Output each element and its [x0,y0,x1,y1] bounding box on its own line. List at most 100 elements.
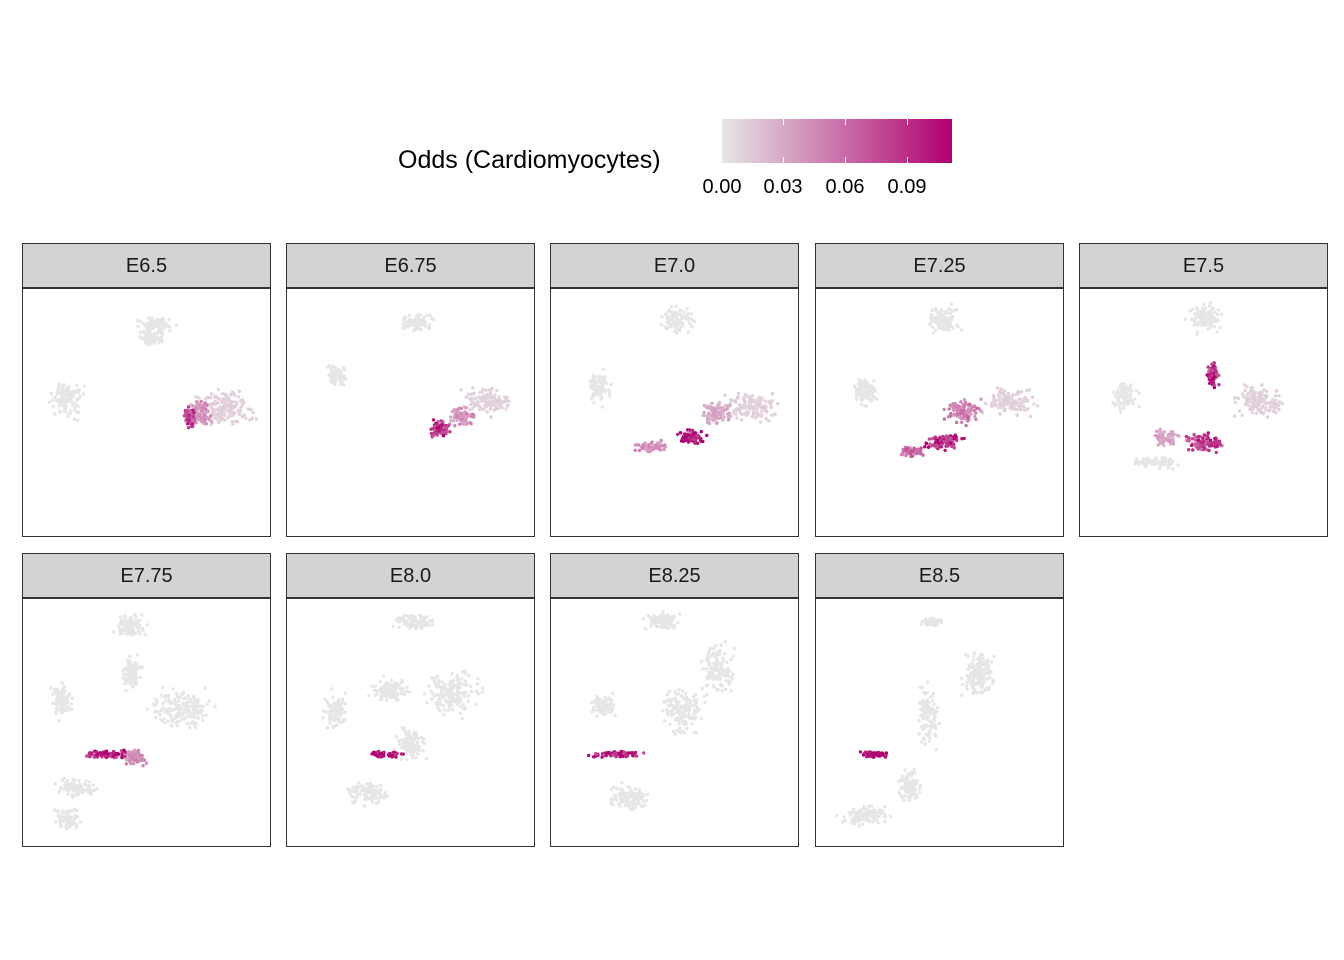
cell-point [120,752,124,756]
cell-point [138,618,142,622]
cell-point [472,391,476,396]
cell-point [430,316,434,321]
cell-point [376,789,380,793]
cell-point [767,419,771,423]
cell-point [763,404,767,408]
cell-point [678,612,682,616]
cell-point [408,626,412,630]
cell-point [591,392,595,396]
cell-point [612,793,617,797]
cell-point [125,680,129,684]
cell-point [1248,407,1252,411]
cell-point [1195,321,1200,325]
cell-point [1121,388,1126,392]
cell-point [721,405,726,410]
cell-point [379,793,384,798]
cell-point [81,790,85,794]
cell-point [709,666,713,670]
cell-point [407,313,411,317]
cell-point [138,623,142,627]
cell-point [453,413,457,417]
cell-point [699,429,703,434]
cell-point [428,313,432,318]
cell-point [720,689,724,693]
cell-point [128,654,132,659]
cell-point [143,632,147,637]
cell-point [124,758,129,762]
cell-point [411,743,415,747]
cell-point [688,321,692,325]
cell-point [599,397,603,401]
cell-point [422,615,426,619]
cell-point [668,722,672,726]
cell-point [425,615,429,619]
cell-point [709,654,714,658]
cell-point [453,424,457,428]
cell-point [711,651,715,656]
cell-cluster [588,367,613,409]
cell-point [81,392,86,396]
cell-point [678,308,682,313]
cell-point [611,691,615,696]
cell-point [203,418,207,422]
cell-point [174,703,179,707]
cell-point [197,402,201,407]
cell-point [1264,408,1268,412]
cell-point [953,407,957,411]
cell-point [942,407,946,412]
cell-point [636,443,641,447]
cell-point [214,394,218,399]
cell-point [397,620,401,624]
cell-point [333,370,337,374]
cell-point [1210,362,1214,366]
cell-point [327,714,332,719]
cell-point [425,701,429,705]
cell-point [671,311,675,316]
cell-cluster [123,748,149,768]
cell-point [693,440,698,444]
cell-point [69,781,73,786]
cell-point [723,674,728,678]
facet-panel [815,288,1064,537]
cell-point [620,788,624,793]
cell-point [66,398,70,403]
cell-point [723,639,727,644]
cell-point [470,414,474,419]
cell-point [769,402,773,406]
cell-point [1217,373,1221,377]
cell-point [943,448,947,453]
cell-point [77,778,81,783]
cell-point [338,708,342,712]
cell-point [58,410,62,415]
cell-point [626,784,630,789]
cell-point [1012,405,1016,409]
cell-point [729,397,733,402]
cell-point [123,754,127,758]
cell-point [62,685,67,689]
cell-point [170,724,174,728]
cell-point [681,689,685,693]
cell-point [73,408,77,413]
cell-point [589,700,594,705]
cell-point [1280,401,1284,406]
cell-point [132,631,137,636]
cell-point [667,704,671,708]
cell-point [967,402,972,406]
facet-label: E6.75 [384,255,437,277]
cell-point [459,406,464,411]
cell-point [1126,399,1130,403]
cell-point [901,447,905,452]
cell-point [1017,397,1022,401]
cell-point [1192,319,1197,323]
cell-point [424,756,429,761]
cell-cluster [589,691,617,718]
cell-point [118,623,122,627]
cell-point [70,795,75,799]
cell-point [129,621,133,625]
cell-point [683,715,687,719]
cell-point [687,716,691,720]
cell-point [674,304,678,308]
cell-point [734,412,738,416]
cell-point [403,613,407,618]
cell-point [62,787,66,792]
